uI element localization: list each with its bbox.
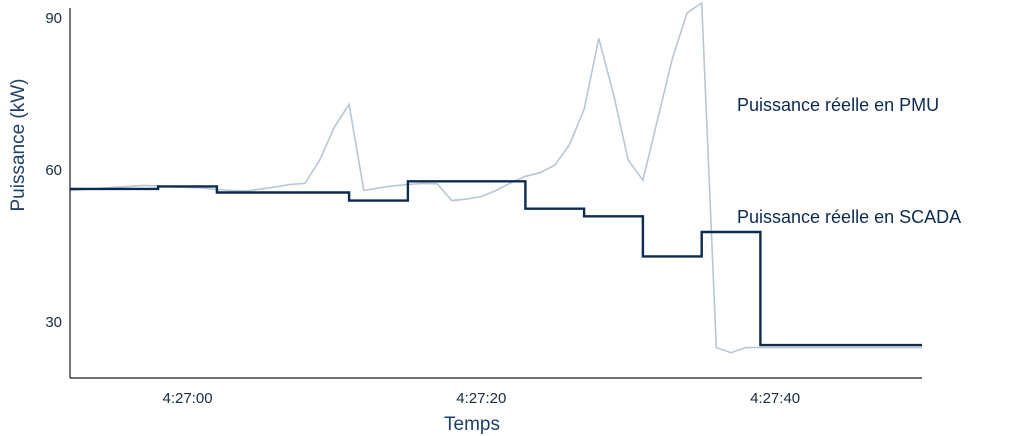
pmu-series: [69, 1, 922, 354]
pmu-line: [69, 1, 922, 354]
scada-line: [70, 180, 922, 347]
y-tick-label: 30: [45, 314, 62, 331]
y-axis-title: Puissance (kW): [8, 78, 29, 211]
pmu-series-label: Puissance réelle en PMU: [737, 95, 939, 115]
scada-series: [70, 180, 922, 347]
y-tick-label: 60: [45, 162, 62, 179]
x-tick-label: 4:27:20: [456, 390, 506, 407]
x-axis-title: Temps: [444, 414, 500, 435]
x-tick-labels: 4:27:00 4:27:20 4:27:40: [162, 390, 800, 407]
y-tick-label: 90: [45, 10, 62, 27]
x-tick-label: 4:27:00: [162, 390, 212, 407]
x-tick-label: 4:27:40: [750, 390, 800, 407]
y-tick-labels: 30 60 90: [45, 10, 62, 331]
scada-series-label: Puissance réelle en SCADA: [737, 207, 961, 227]
